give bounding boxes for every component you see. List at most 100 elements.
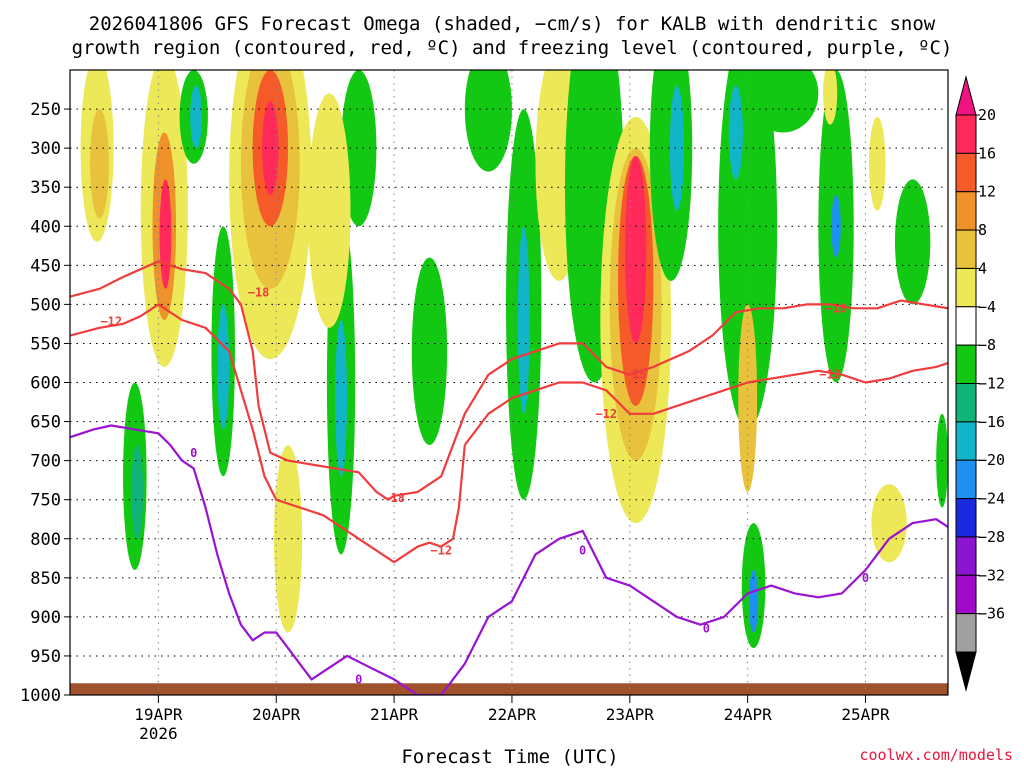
omega-region-17 <box>335 320 347 477</box>
contour-label-8: 0 <box>190 446 197 460</box>
x-tick-label-25APR: 25APR <box>841 705 890 724</box>
contour-1 <box>70 260 948 501</box>
colorbar-swatch-1 <box>955 152 977 193</box>
y-tick-label-650: 650 <box>30 413 61 433</box>
chart-title-line2: growth region (contoured, red, ºC) and f… <box>72 37 953 59</box>
y-tick-label-550: 550 <box>30 334 61 354</box>
colorbar-swatch-3 <box>955 229 977 269</box>
contour-labels: −12 −18 −18 −12 −15 −12 −18 −12 0 0 0 0 0 <box>100 286 869 687</box>
y-tick-label-700: 700 <box>30 452 61 472</box>
contour-2 <box>463 361 948 446</box>
colorbar-swatch-6 <box>955 344 977 384</box>
y-tick-label-950: 950 <box>30 647 61 667</box>
omega-region-15 <box>273 445 303 633</box>
colorbar-label-12: −32 <box>978 566 1005 584</box>
y-tick-label-800: 800 <box>30 530 61 550</box>
omega-region-42 <box>894 179 931 305</box>
colorbar-top-arrow <box>955 75 977 116</box>
omega-region-4 <box>159 179 172 289</box>
colorbar-swatch-5 <box>955 306 977 346</box>
contour-0 <box>70 303 466 564</box>
ground-band <box>70 683 948 695</box>
omega-region-37 <box>747 70 819 133</box>
omega-region-43 <box>871 484 907 563</box>
y-tick-label-900: 900 <box>30 608 61 628</box>
contour-label-10: 0 <box>579 543 586 557</box>
contour-label-1: −18 <box>248 286 270 300</box>
omega-region-6 <box>131 445 144 539</box>
colorbar-label-8: −16 <box>978 413 1005 431</box>
omega-region-33 <box>728 85 743 180</box>
contour-label-12: 0 <box>862 571 869 585</box>
y-tick-label-400: 400 <box>30 217 61 237</box>
colorbar-swatch-0 <box>955 114 977 154</box>
contour-label-5: −12 <box>595 407 617 421</box>
colorbar-label-13: −36 <box>978 605 1005 623</box>
omega-region-39 <box>831 195 841 258</box>
x-tick-label-23APR: 23APR <box>606 705 655 724</box>
contour-lines <box>70 260 948 695</box>
colorbar-bottom-arrow <box>955 651 977 692</box>
omega-region-36 <box>748 570 759 633</box>
omega-region-29 <box>625 155 647 344</box>
contour-label-11: 0 <box>703 622 710 636</box>
colorbar-swatch-10 <box>955 498 977 538</box>
contour-label-3: −12 <box>430 543 452 557</box>
colorbar-label-5: −4 <box>978 298 996 316</box>
colorbar-swatch-12 <box>955 574 977 615</box>
omega-region-20 <box>411 257 448 445</box>
omega-region-41 <box>869 116 886 211</box>
chart-title-line1: 2026041806 GFS Forecast Omega (shaded, −… <box>89 13 936 35</box>
contour-label-2: −18 <box>383 491 405 505</box>
y-tick-label-500: 500 <box>30 295 61 315</box>
plot-area: −12 −18 −18 −12 −15 −12 −18 −12 0 0 0 0 0 <box>69 69 949 696</box>
omega-region-1 <box>90 109 109 219</box>
contour-label-7: −12 <box>819 368 841 382</box>
x-year-label: 2026 <box>139 724 178 743</box>
colorbar-swatch-4 <box>955 267 977 308</box>
contour-3 <box>70 424 948 695</box>
colorbar-swatch-13 <box>955 613 977 653</box>
colorbar-label-11: −28 <box>978 528 1005 546</box>
omega-region-8 <box>190 85 202 149</box>
colorbar-label-6: −8 <box>978 336 996 354</box>
y-tick-label-300: 300 <box>30 139 61 159</box>
y-tick-label-250: 250 <box>30 100 61 120</box>
omega-region-40 <box>823 70 838 125</box>
y-axis: 250 300 350 400 450 500 550 600 650 700 750 800 850 9… <box>20 100 70 706</box>
colorbar-swatch-11 <box>955 536 977 576</box>
colorbar-label-10: −24 <box>978 490 1005 508</box>
y-tick-label-1000: 1000 <box>20 686 61 706</box>
colorbar-label-1: 16 <box>978 144 996 162</box>
contour-label-4: −15 <box>625 368 647 382</box>
y-tick-label-750: 750 <box>30 491 61 511</box>
x-tick-label-21APR: 21APR <box>370 705 419 724</box>
omega-region-21 <box>464 70 512 172</box>
x-axis-title: Forecast Time (UTC) <box>401 746 618 768</box>
omega-region-31 <box>669 85 685 211</box>
omega-region-10 <box>217 304 230 430</box>
y-tick-label-850: 850 <box>30 569 61 589</box>
ground-terrain <box>70 683 948 695</box>
x-tick-label-19APR: 19APR <box>134 705 183 724</box>
y-tick-label-600: 600 <box>30 374 61 394</box>
colorbar-label-7: −12 <box>978 375 1005 393</box>
omega-region-34 <box>738 304 758 492</box>
x-tick-label-24APR: 24APR <box>724 705 773 724</box>
colorbar-label-0: 20 <box>978 106 996 124</box>
colorbar-label-9: −20 <box>978 451 1005 469</box>
contour-label-0: −12 <box>100 315 122 329</box>
x-tick-label-22APR: 22APR <box>488 705 537 724</box>
contour-label-6: −18 <box>825 301 847 315</box>
omega-region-14 <box>262 101 279 195</box>
colorbar-swatch-8 <box>955 421 977 461</box>
x-axis: 2026 19APR 20APR 21APR 22APR 23APR 24APR 25APR <box>134 695 890 743</box>
colorbar-swatch-7 <box>955 383 977 423</box>
y-tick-label-350: 350 <box>30 178 61 198</box>
y-tick-label-450: 450 <box>30 256 61 276</box>
colorbar-label-4: 4 <box>978 259 987 277</box>
colorbar-label-3: 8 <box>978 221 987 239</box>
contour-label-9: 0 <box>355 672 362 686</box>
credit-text: coolwx.com/models <box>859 746 1013 764</box>
